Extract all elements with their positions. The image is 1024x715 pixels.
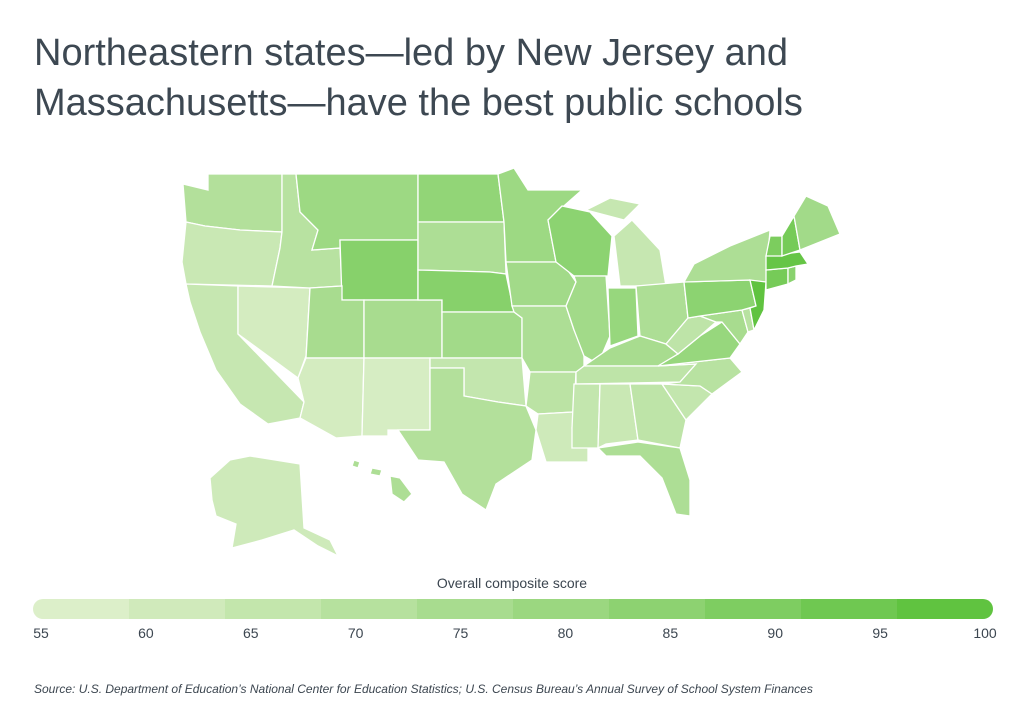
state-hi-2[interactable] [369, 467, 383, 477]
legend-tick-label: 90 [767, 625, 783, 641]
legend-segment [801, 599, 897, 619]
legend-tick-label: 100 [973, 625, 997, 641]
legend-segment [417, 599, 513, 619]
legend-tick-label: 95 [872, 625, 888, 641]
legend-tick-label: 70 [347, 625, 364, 641]
state-ar[interactable] [525, 371, 577, 415]
state-ks[interactable] [441, 311, 523, 359]
state-me[interactable] [793, 195, 841, 251]
legend-tick-label: 55 [33, 625, 49, 641]
state-sd[interactable] [417, 221, 507, 275]
state-nd[interactable] [417, 173, 505, 223]
state-co[interactable] [363, 299, 443, 359]
state-ct[interactable] [765, 267, 789, 291]
legend-tick-label: 80 [557, 625, 574, 641]
state-il[interactable] [565, 275, 611, 365]
legend-tick-label: 60 [138, 625, 154, 641]
legend-segment [897, 599, 993, 619]
state-nm[interactable] [361, 357, 431, 437]
us-map-svg [181, 167, 841, 558]
state-ny[interactable] [682, 229, 777, 289]
state-in[interactable] [607, 287, 639, 347]
color-scale-bar [33, 599, 993, 619]
legend-segment [33, 599, 129, 619]
legend-segment [225, 599, 321, 619]
legend-tick-label: 85 [662, 625, 679, 641]
state-ri[interactable] [787, 265, 797, 286]
state-mi[interactable] [584, 197, 667, 287]
legend-segment [513, 599, 609, 619]
legend-segment [321, 599, 417, 619]
title-line-2: Massachusetts—have the best public schoo… [34, 82, 803, 124]
legend-segment [609, 599, 705, 619]
title-line-1: Northeastern states—led by New Jersey an… [34, 32, 789, 74]
legend-tick-label: 75 [452, 625, 469, 641]
state-ms[interactable] [571, 383, 601, 449]
state-or[interactable] [181, 221, 283, 287]
legend-segment [705, 599, 801, 619]
state-hi-1[interactable] [351, 459, 361, 469]
us-choropleth-map [0, 160, 1024, 580]
state-tn[interactable] [575, 363, 698, 385]
state-wa[interactable] [182, 173, 283, 233]
state-nc[interactable] [657, 357, 743, 395]
legend-title: Overall composite score [436, 575, 588, 591]
state-tx[interactable] [396, 367, 537, 511]
page-title: Northeastern states—led by New Jersey an… [34, 28, 994, 128]
state-fl[interactable] [596, 441, 691, 517]
state-hi-3[interactable] [389, 475, 413, 503]
state-az[interactable] [297, 357, 365, 439]
state-wy[interactable] [339, 239, 419, 301]
legend-ticks: 55 60 65 70 75 80 85 90 95 100 [0, 625, 1024, 645]
legend-tick-label: 65 [242, 625, 259, 641]
source-note: Source: U.S. Department of Education’s N… [34, 682, 813, 696]
state-ak[interactable] [209, 455, 340, 558]
state-al[interactable] [597, 383, 639, 450]
legend-segment [129, 599, 225, 619]
state-wi[interactable] [547, 205, 613, 277]
